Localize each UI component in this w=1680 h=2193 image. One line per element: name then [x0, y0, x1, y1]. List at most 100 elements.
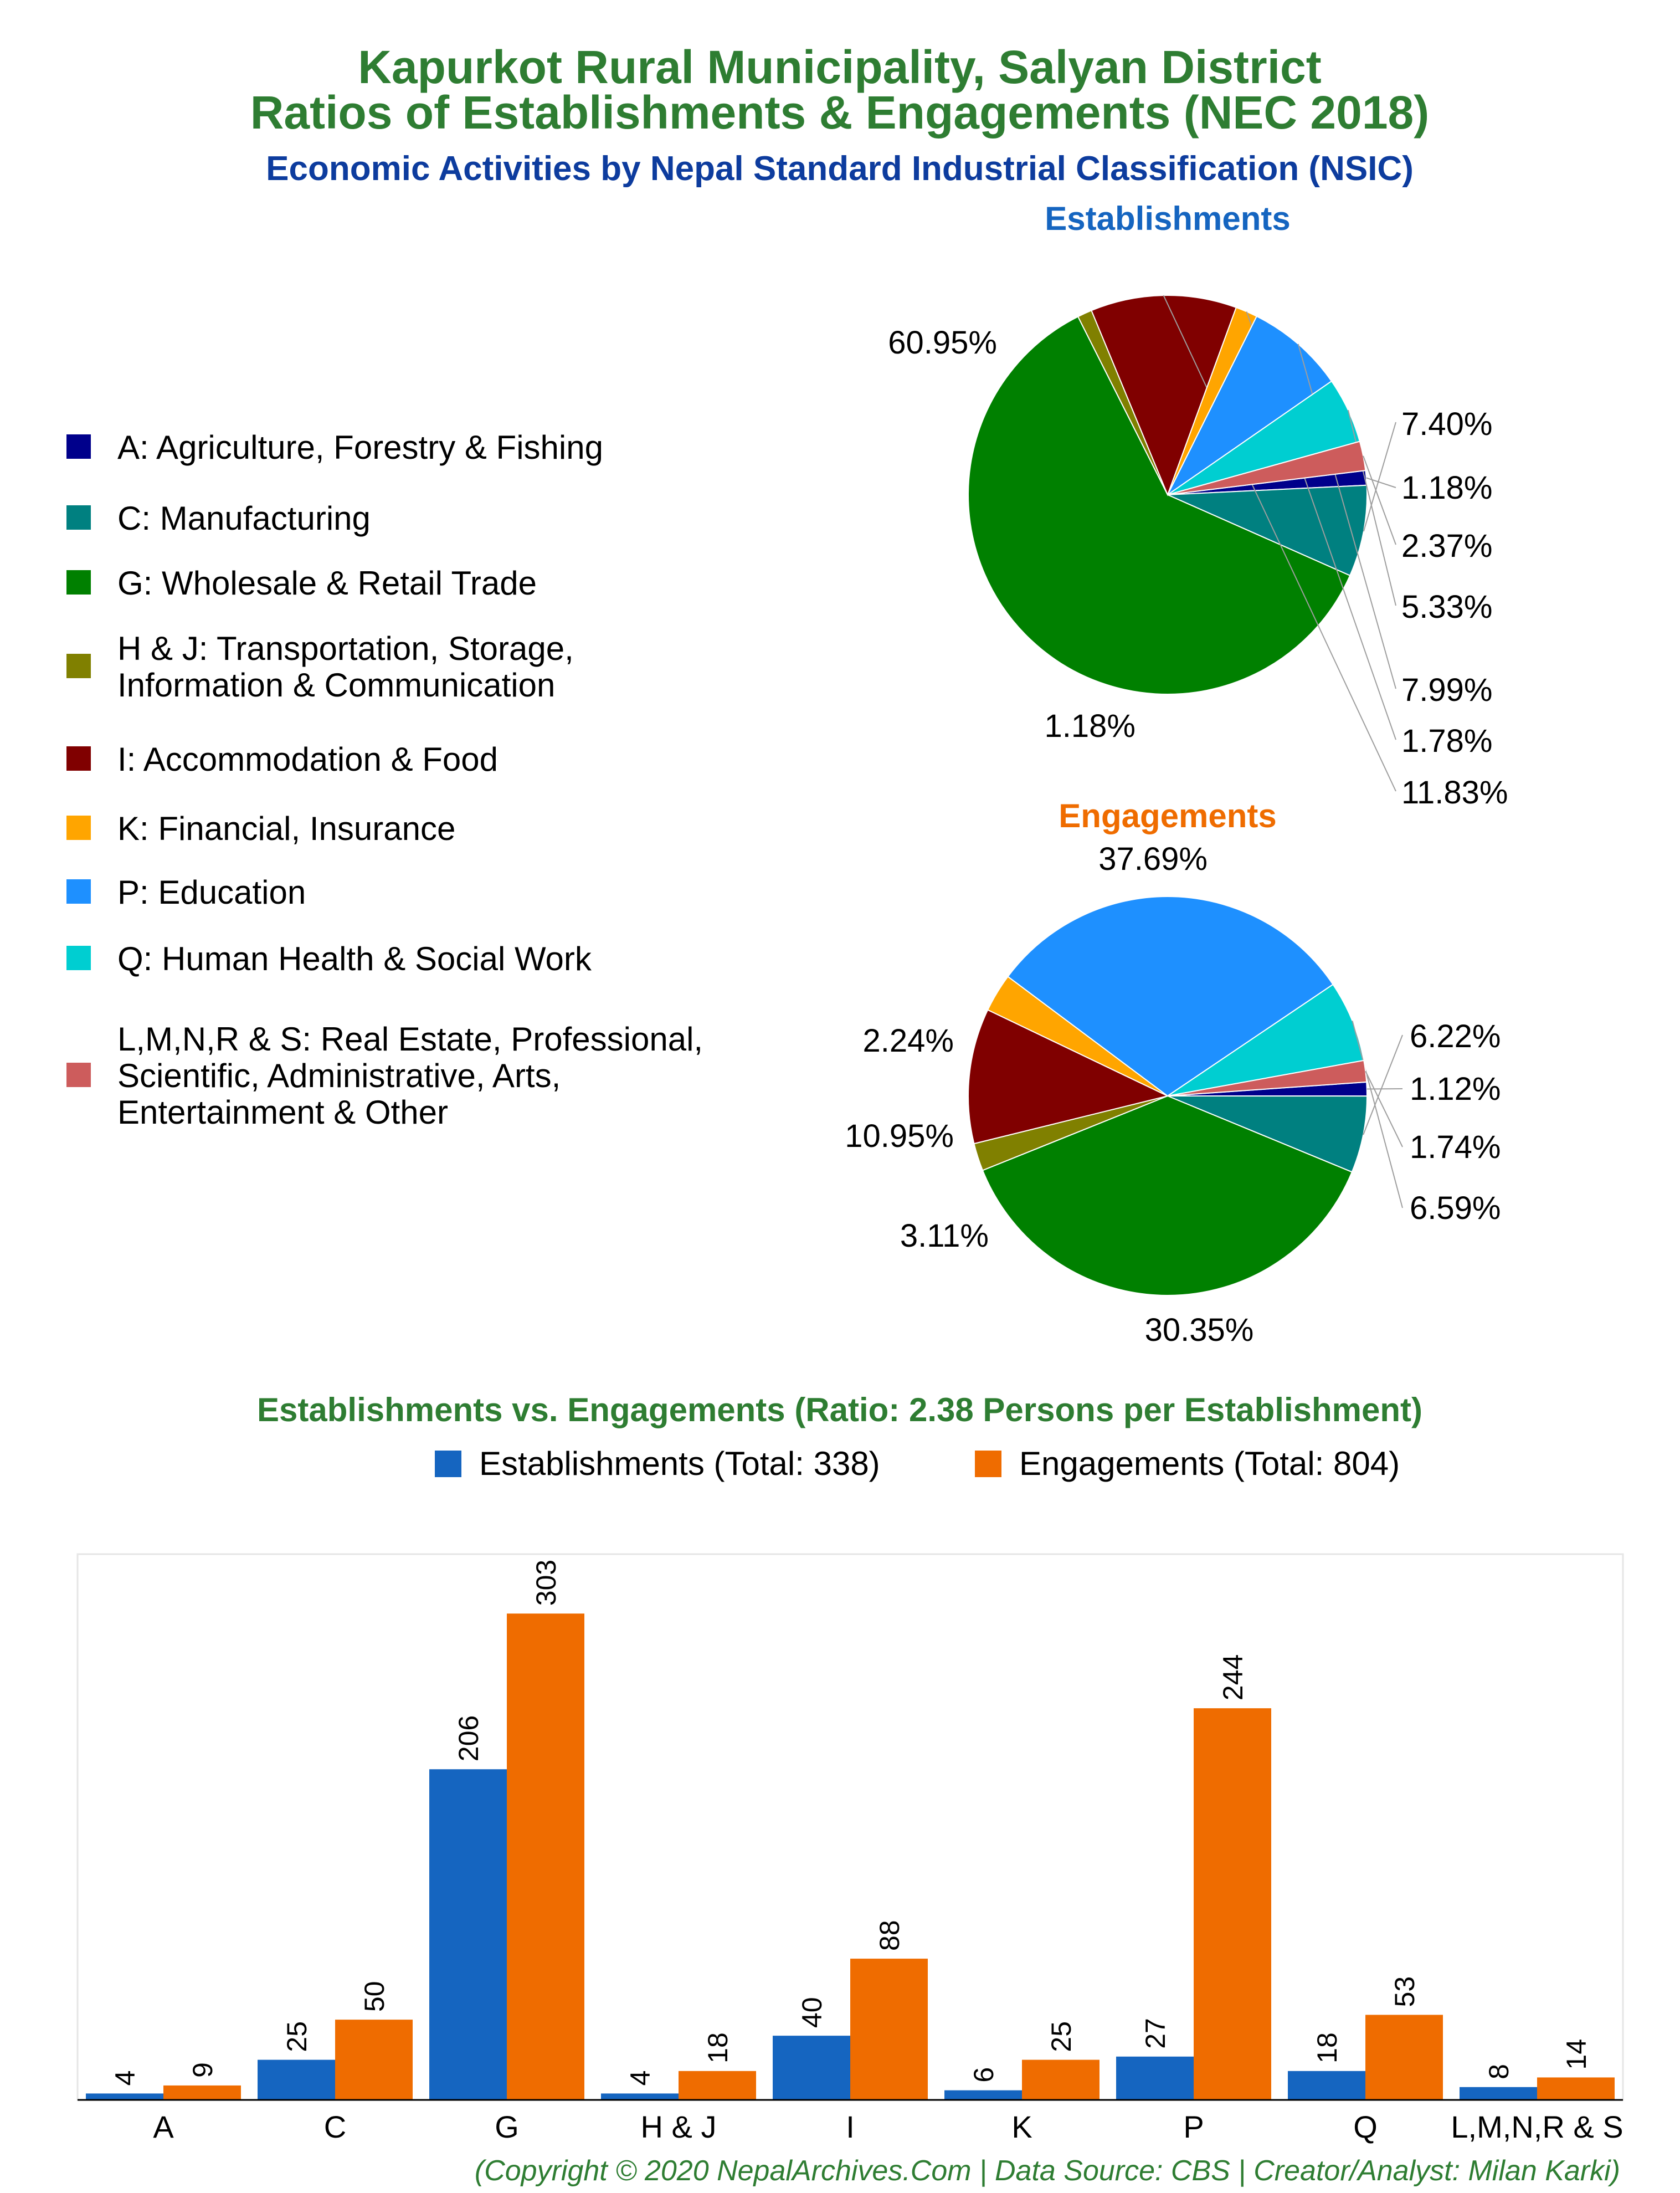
legend-swatch-7 — [66, 946, 91, 970]
pie-slice-p — [1007, 896, 1334, 1097]
bar-establishments-p — [1116, 2056, 1194, 2100]
bar-establishments-h-j — [601, 2093, 679, 2100]
bar-legend-swatch-0 — [435, 1451, 461, 1477]
pie-label-g: 60.95% — [888, 325, 997, 361]
pie-label-p: 7.99% — [1401, 672, 1492, 708]
bar-value-engagements-k: 25 — [1046, 2021, 1077, 2052]
legend-label-3-line-1: Information & Communication — [117, 667, 555, 704]
pie-label-h-j: 1.18% — [1045, 708, 1136, 744]
bar-legend-swatch-1 — [975, 1451, 1001, 1477]
bar-engagements-q — [1365, 2015, 1443, 2100]
pie-leader-c — [1363, 422, 1396, 532]
bar-engagements-c — [335, 2020, 413, 2100]
legend-swatch-0 — [66, 434, 91, 459]
legend-label-4-line-0: I: Accommodation & Food — [117, 741, 498, 778]
bar-chart: 4 9 A 25 50 C 206 303 G 4 18 H & J 40 88 I 6 25 K 27 244 P 18… — [78, 1560, 1624, 2144]
bar-value-establishments-c: 25 — [281, 2021, 312, 2052]
pie-label-k: 3.11% — [900, 1218, 989, 1254]
bar-value-engagements-l-m-n-r-s: 14 — [1561, 2039, 1592, 2070]
bar-chart-title: Establishments vs. Engagements (Ratio: 2… — [257, 1391, 1422, 1428]
bar-value-engagements-a: 9 — [187, 2062, 218, 2078]
legend-swatch-3 — [66, 654, 91, 678]
pie-slice-g — [968, 316, 1351, 695]
pie-slice-g — [982, 1095, 1353, 1296]
bar-establishments-l-m-n-r-s — [1460, 2087, 1537, 2100]
pie-label-c: 7.40% — [1401, 406, 1492, 442]
pie-slice-c — [1167, 484, 1368, 577]
subtitle: Economic Activities by Nepal Standard In… — [266, 150, 1414, 188]
pie-leader-c — [1363, 1034, 1403, 1135]
legend-swatch-6 — [66, 879, 91, 904]
pie-label-c: 6.22% — [1410, 1018, 1501, 1054]
legend-label-8-line-1: Scientific, Administrative, Arts, — [117, 1057, 561, 1094]
bar-value-establishments-h-j: 4 — [625, 2071, 656, 2086]
bar-value-engagements-h-j: 18 — [702, 2032, 733, 2063]
legend-label-3-line-0: H & J: Transportation, Storage, — [117, 630, 574, 667]
pie-leader-a — [1366, 477, 1396, 488]
bar-establishments-g — [429, 1769, 507, 2100]
bar-engagements-a — [163, 2085, 241, 2100]
x-tick-label-h-j: H & J — [641, 2109, 717, 2144]
bar-value-establishments-l-m-n-r-s: 8 — [1483, 2064, 1514, 2079]
legend-swatch-4 — [66, 746, 91, 771]
pie-leader-l-m-n-r-s — [1365, 1070, 1403, 1147]
pie-label-i: 10.95% — [845, 1118, 954, 1154]
legend-label-7-line-0: Q: Human Health & Social Work — [117, 940, 592, 977]
bar-value-establishments-k: 6 — [968, 2067, 999, 2083]
legend-label-8-line-2: Entertainment & Other — [117, 1094, 448, 1131]
legend-label-2-line-0: G: Wholesale & Retail Trade — [117, 565, 537, 602]
bar-establishments-k — [944, 2090, 1022, 2100]
bar-engagements-k — [1022, 2059, 1100, 2100]
legend-label-1-line-0: C: Manufacturing — [117, 500, 371, 537]
pie-label-a: 1.12% — [1410, 1071, 1501, 1107]
legend: A: Agriculture, Forestry & Fishing C: Man… — [66, 429, 703, 1131]
bar-engagements-i — [850, 1959, 928, 2100]
legend-swatch-8 — [66, 1063, 91, 1087]
pie-slice-l-m-n-r-s — [1167, 440, 1366, 495]
bar-establishments-c — [258, 2059, 335, 2100]
main-title-line2: Ratios of Establishments & Engagements (… — [250, 86, 1430, 139]
main-title-line1: Kapurkot Rural Municipality, Salyan Dist… — [358, 41, 1321, 93]
establishments-pie-title: Establishments — [1045, 200, 1290, 237]
legend-swatch-2 — [66, 570, 91, 595]
engagements-pie: 1.12% 6.22% 37.69% 2.24% 10.95% 3.11% 30.35% 6.… — [845, 841, 1501, 1348]
pie-slice-c — [1167, 1095, 1368, 1173]
copyright-note: (Copyright © 2020 NepalArchives.Com | Da… — [475, 2155, 1620, 2187]
bar-engagements-g — [507, 1613, 584, 2100]
x-tick-label-c: C — [324, 2109, 346, 2144]
bar-establishments-i — [773, 2036, 850, 2100]
pie-label-i: 11.83% — [1401, 775, 1508, 811]
x-tick-label-g: G — [495, 2109, 519, 2144]
pie-label-q: 5.33% — [1401, 589, 1492, 625]
pie-label-a: 1.18% — [1401, 470, 1492, 506]
pie-label-p: 30.35% — [1145, 1312, 1254, 1348]
bar-value-engagements-q: 53 — [1389, 1976, 1420, 2007]
bar-value-engagements-i: 88 — [874, 1920, 905, 1951]
engagements-pie-title: Engagements — [1059, 797, 1276, 834]
pie-label-q: 6.59% — [1410, 1190, 1501, 1226]
pie-label-l-m-n-r-s: 1.74% — [1410, 1129, 1501, 1165]
x-tick-label-q: Q — [1353, 2109, 1378, 2144]
bar-value-engagements-g: 303 — [531, 1560, 562, 1606]
bar-establishments-a — [86, 2093, 163, 2100]
legend-label-8-line-0: L,M,N,R & S: Real Estate, Professional, — [117, 1021, 703, 1058]
bar-value-engagements-c: 50 — [359, 1981, 390, 2012]
x-tick-label-l-m-n-r-s: L,M,N,R & S — [1451, 2109, 1623, 2144]
bar-legend-label-1: Engagements (Total: 804) — [1019, 1445, 1400, 1482]
pie-slice-p — [1167, 315, 1333, 495]
bar-value-engagements-p: 244 — [1217, 1654, 1249, 1700]
bar-value-establishments-p: 27 — [1140, 2018, 1171, 2049]
pie-label-k: 1.78% — [1401, 723, 1492, 759]
x-tick-label-p: P — [1183, 2109, 1204, 2144]
bar-value-establishments-a: 4 — [110, 2071, 141, 2086]
legend-label-5-line-0: K: Financial, Insurance — [117, 810, 455, 847]
legend-label-6-line-0: P: Education — [117, 874, 306, 911]
bar-legend: Establishments (Total: 338) Engagements (… — [435, 1445, 1400, 1482]
pie-leader-q — [1352, 1021, 1403, 1208]
bar-legend-label-0: Establishments (Total: 338) — [479, 1445, 880, 1482]
pie-label-h-j: 2.24% — [863, 1023, 954, 1059]
pie-leader-i — [1163, 295, 1396, 792]
pie-slice-i — [968, 1009, 1169, 1145]
pie-label-g: 37.69% — [1098, 841, 1208, 877]
